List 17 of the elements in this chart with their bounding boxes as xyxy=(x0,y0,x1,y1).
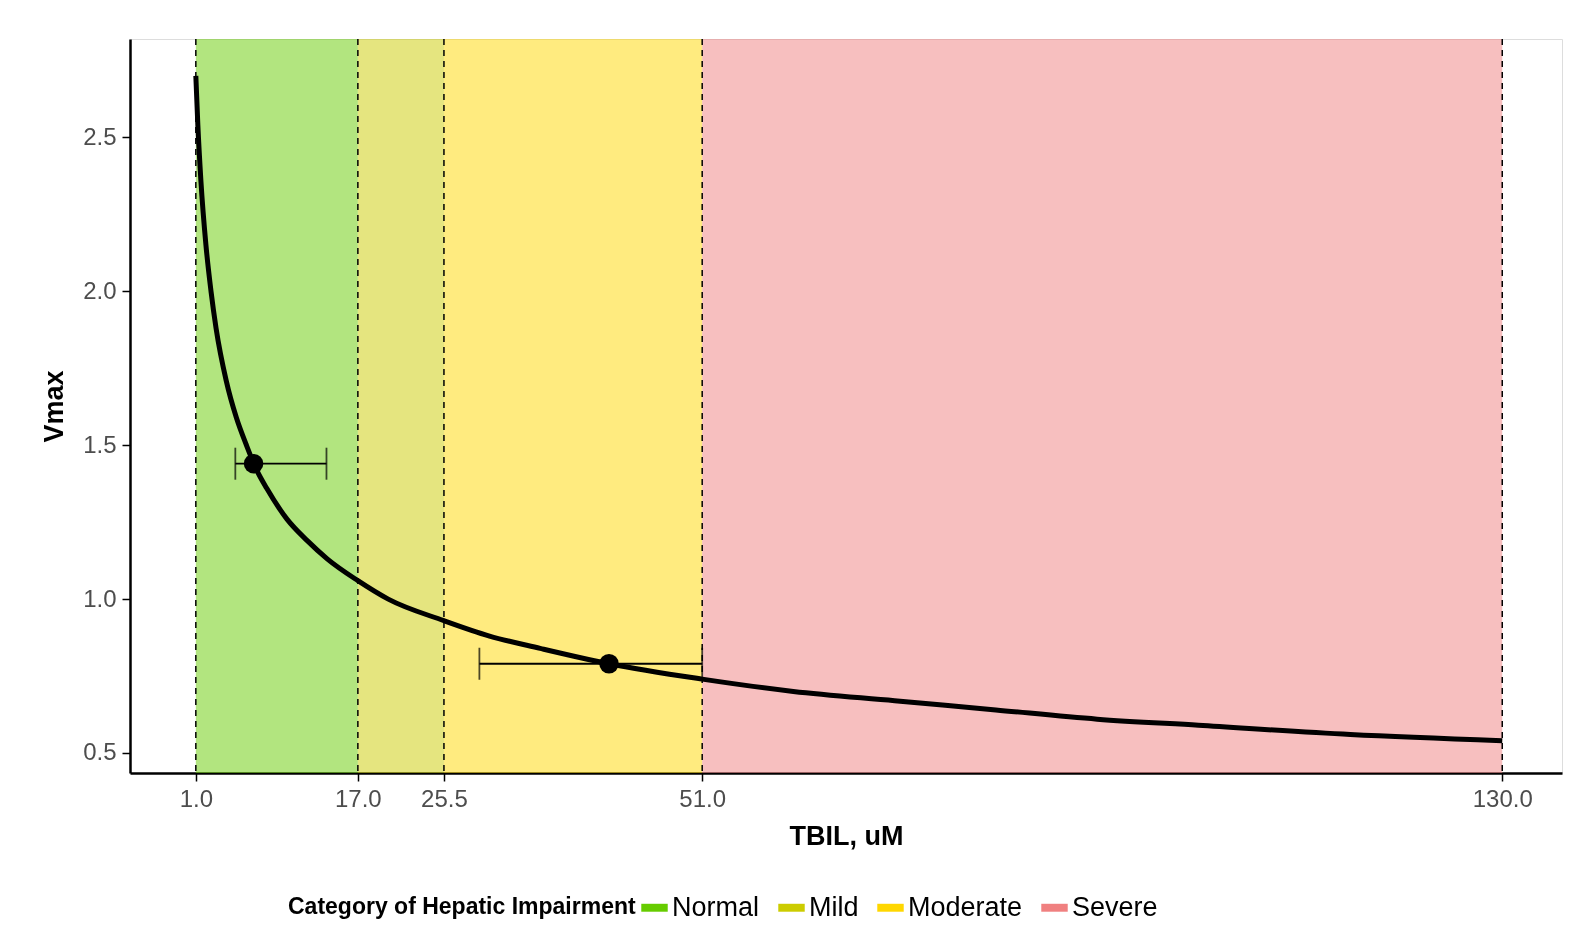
y-axis-title: Vmax xyxy=(39,370,70,443)
x-tick-label: 17.0 xyxy=(335,784,382,812)
legend-title: Category of Hepatic Impairment xyxy=(288,893,636,919)
y-tick-label: 2.0 xyxy=(83,276,117,304)
legend-label: Mild xyxy=(809,891,859,922)
x-tick-label: 130.0 xyxy=(1472,784,1533,812)
x-tick-label: 1.0 xyxy=(179,784,214,812)
y-tick-label: 1.0 xyxy=(83,584,117,612)
legend-label: Normal xyxy=(672,891,760,922)
y-tick-label: 1.5 xyxy=(83,430,117,458)
x-tick-label: 25.5 xyxy=(421,784,468,812)
x-tick-label: 51.0 xyxy=(679,784,727,812)
x-axis-title: TBIL, uM xyxy=(789,820,904,851)
y-tick-label: 2.5 xyxy=(83,122,117,150)
y-tick-label: 0.5 xyxy=(83,738,117,766)
legend-label: Severe xyxy=(1072,891,1158,922)
legend-label: Moderate xyxy=(908,891,1023,922)
